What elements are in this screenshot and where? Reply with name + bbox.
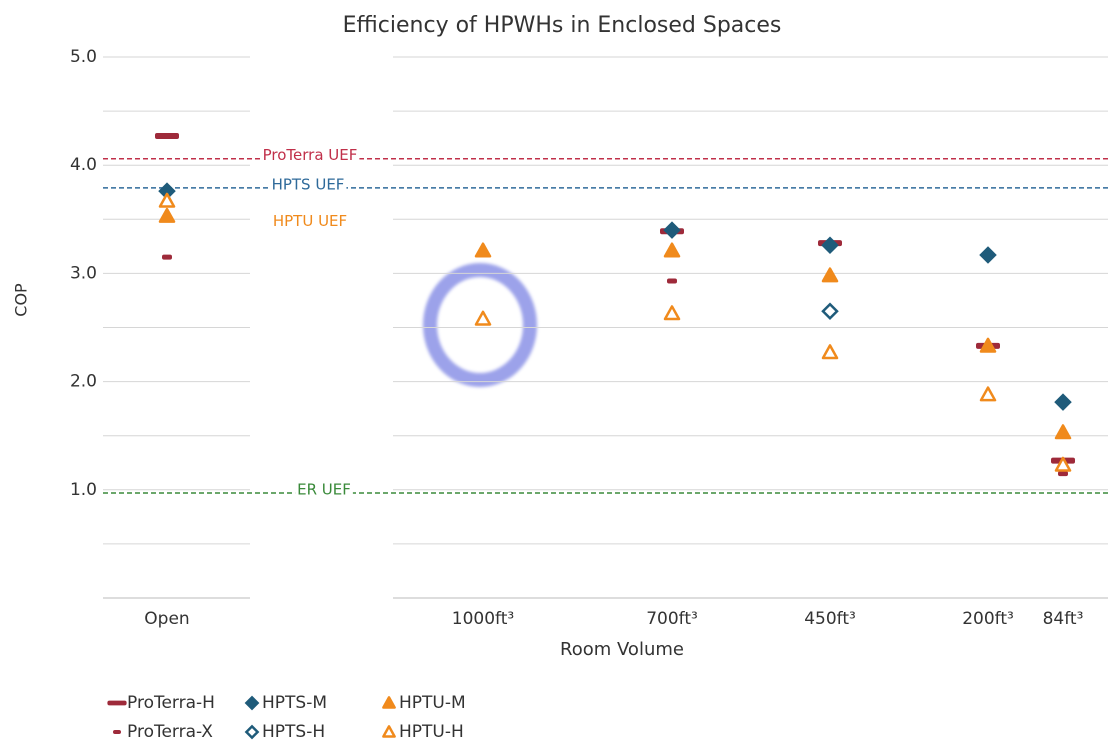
legend-label: ProTerra-H <box>127 693 215 713</box>
legend-label: HPTU-H <box>399 722 464 742</box>
x-tick-label: 700ft³ <box>646 609 698 629</box>
diamond-marker <box>246 697 257 708</box>
dash-marker <box>113 730 121 734</box>
triangle-marker <box>665 306 679 319</box>
legend-label: ProTerra-X <box>127 722 213 742</box>
triangle-marker <box>981 388 995 401</box>
triangle-marker <box>981 339 995 352</box>
triangle-marker <box>383 726 394 736</box>
reference-label: ER UEF <box>297 481 351 499</box>
dash-marker <box>162 255 172 260</box>
triangle-marker <box>476 312 490 325</box>
triangle-marker <box>476 244 490 257</box>
dash-marker <box>1058 471 1068 476</box>
diamond-marker <box>1056 395 1070 409</box>
triangle-marker <box>665 244 679 257</box>
y-tick-label: 5.0 <box>70 47 97 67</box>
reference-label: HPTU UEF <box>273 212 347 230</box>
legend-label: HPTS-M <box>262 693 327 713</box>
triangle-marker <box>823 269 837 282</box>
y-tick-label: 1.0 <box>70 480 97 500</box>
x-tick-label: 84ft³ <box>1043 609 1084 629</box>
triangle-marker <box>383 697 394 707</box>
y-tick-label: 3.0 <box>70 263 97 283</box>
diamond-marker <box>823 304 837 318</box>
y-tick-label: 4.0 <box>70 155 97 175</box>
triangle-marker <box>160 194 174 207</box>
triangle-marker <box>823 345 837 358</box>
triangle-marker <box>1056 425 1070 438</box>
x-tick-label: 200ft³ <box>962 609 1014 629</box>
legend-label: HPTS-H <box>262 722 325 742</box>
dash-marker <box>155 133 179 139</box>
diamond-marker <box>981 248 995 262</box>
legend-label: HPTU-M <box>399 693 466 713</box>
x-axis-label: Room Volume <box>560 639 684 660</box>
triangle-marker <box>160 209 174 222</box>
x-tick-label: Open <box>144 609 189 629</box>
reference-label: HPTS UEF <box>272 175 345 193</box>
chart-title: Efficiency of HPWHs in Enclosed Spaces <box>343 13 782 38</box>
x-tick-label: 450ft³ <box>804 609 856 629</box>
chart: Efficiency of HPWHs in Enclosed Spaces C… <box>0 0 1108 743</box>
reference-label: ProTerra UEF <box>263 146 358 164</box>
y-tick-label: 2.0 <box>70 372 97 392</box>
dash-marker <box>667 278 677 283</box>
diamond-marker <box>246 726 257 737</box>
y-axis-label: COP <box>12 283 31 317</box>
x-tick-label: 1000ft³ <box>452 609 514 629</box>
dash-marker <box>107 701 126 706</box>
diamond-marker <box>665 223 679 237</box>
